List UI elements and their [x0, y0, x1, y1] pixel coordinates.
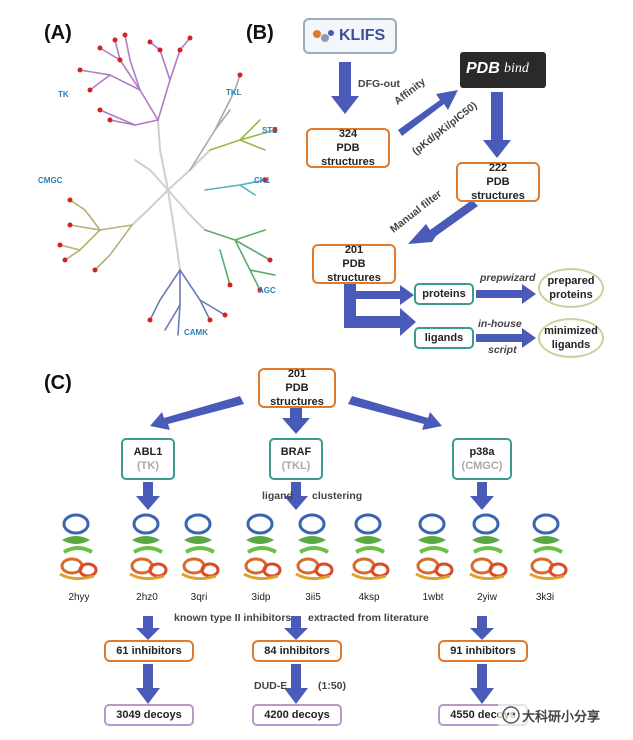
ligand-label: ligand: [262, 490, 293, 502]
structure-3qri: [180, 513, 220, 581]
decoys-count: 3049 decoys: [116, 709, 182, 721]
inhibitors-count: 84 inhibitors: [264, 645, 330, 657]
pdb-id: 3idp: [251, 592, 271, 603]
pdb-id: 3qri: [190, 592, 208, 603]
target-name: BRAF: [280, 446, 312, 458]
target-name: p38a: [469, 446, 495, 458]
inhibitors-box-braf: 84 inhibitors: [252, 640, 342, 662]
decoys-box-abl1: 3049 decoys: [104, 704, 194, 726]
watermark-text: 大科研小分享: [522, 709, 601, 724]
dfg-out-label: DFG-out: [358, 78, 400, 90]
pdb-id: 2yiw: [476, 592, 497, 603]
pdb-id: 3ii5: [305, 592, 321, 603]
pdb-id: 3k3i: [535, 592, 555, 603]
klifs-logo: KLIFS: [303, 18, 397, 54]
inhibitors-box-abl1: 61 inhibitors: [104, 640, 194, 662]
target-family: (CMGC): [461, 460, 503, 472]
decoys-box-braf: 4200 decoys: [252, 704, 342, 726]
box-222-structures: 222 PDB structures: [456, 162, 540, 202]
watermark: 大科研小分享: [498, 702, 622, 728]
structure-1wbt: [414, 513, 454, 581]
prepared-line1: prepared: [547, 275, 595, 287]
structure-3ii5: [294, 513, 334, 581]
minimized-line1: minimized: [544, 325, 598, 337]
box-222-label: PDB structures: [471, 176, 525, 202]
prepwizard-label: prepwizard: [480, 272, 536, 284]
target-family: (TKL): [281, 460, 311, 472]
proteins-label: proteins: [422, 288, 466, 300]
structure-4ksp: [350, 513, 390, 581]
ligands-label: ligands: [424, 332, 464, 344]
ligands-box: ligands: [414, 327, 474, 349]
decoys-count: 4200 decoys: [264, 709, 330, 721]
known-type2-label: known type II inhibitors: [174, 612, 292, 624]
prepared-proteins-oval: prepared proteins: [538, 268, 604, 308]
inhouse-label: in-house: [478, 318, 522, 330]
c-top-201-structures: 201 PDB structures: [258, 368, 336, 408]
pdb-id: 2hyy: [68, 592, 90, 603]
clade-label-agc: AGC: [258, 286, 276, 295]
clustering-label: clustering: [312, 490, 363, 502]
kinome-tree: [57, 32, 278, 336]
clade-label-cmgc: CMGC: [38, 176, 63, 185]
structure-2hz0: [128, 513, 168, 581]
target-name: ABL1: [133, 446, 163, 458]
inhibitors-count: 91 inhibitors: [450, 645, 516, 657]
c-top-number: 201: [287, 368, 307, 380]
pdb-id: 1wbt: [422, 592, 444, 603]
inhibitors-box-p38a: 91 inhibitors: [438, 640, 528, 662]
box-324-label: PDB structures: [321, 142, 375, 168]
ratio-label: (1:50): [318, 680, 347, 692]
clade-label-camk: CAMK: [184, 328, 208, 337]
script-label: script: [488, 344, 517, 356]
target-box-abl1: ABL1 (TK): [121, 438, 175, 480]
target-family: (TK): [137, 460, 159, 472]
protein-structures: [58, 513, 568, 581]
dude-label: DUD-E: [254, 680, 288, 692]
klifs-text: KLIFS: [339, 27, 386, 44]
klifs-molecule-icon: [313, 30, 334, 42]
box-324-number: 324: [338, 128, 358, 140]
pdbbind-pdb-text: PDB: [466, 60, 500, 77]
structure-2yiw: [468, 513, 508, 581]
pdb-id: 4ksp: [358, 592, 380, 603]
box-222-number: 222: [488, 162, 508, 174]
target-box-p38a: p38a (CMGC): [452, 438, 512, 480]
clade-label-tk: TK: [58, 90, 69, 99]
clade-label-tkl: TKL: [226, 88, 242, 97]
inhibitors-count: 61 inhibitors: [116, 645, 182, 657]
panel-label-c: (C): [44, 372, 72, 394]
pdbbind-logo: PDB bind: [460, 52, 546, 88]
extracted-literature-label: extracted from literature: [308, 612, 429, 624]
structure-3k3i: [528, 513, 568, 581]
structure-3idp: [242, 513, 282, 581]
structure-2hyy: [58, 513, 98, 581]
box-201-label: PDB structures: [327, 258, 381, 284]
pdb-id: 2hz0: [136, 592, 158, 603]
prepared-line2: proteins: [549, 289, 593, 301]
panel-label-b: (B): [246, 22, 274, 44]
target-box-braf: BRAF (TKL): [269, 438, 323, 480]
minimized-line2: ligands: [551, 339, 591, 351]
pdbbind-bind-text: bind: [504, 61, 529, 76]
clade-label-ste: STE: [262, 126, 278, 135]
proteins-box: proteins: [414, 283, 474, 305]
wechat-icon: [502, 706, 520, 724]
box-201-number: 201: [344, 244, 364, 256]
panel-label-a: (A): [44, 22, 72, 44]
minimized-ligands-oval: minimized ligands: [538, 318, 604, 358]
c-top-label: PDB structures: [270, 382, 324, 408]
box-324-structures: 324 PDB structures: [306, 128, 390, 168]
box-201-structures: 201 PDB structures: [312, 244, 396, 284]
clade-label-ck1: CK1: [254, 176, 271, 185]
